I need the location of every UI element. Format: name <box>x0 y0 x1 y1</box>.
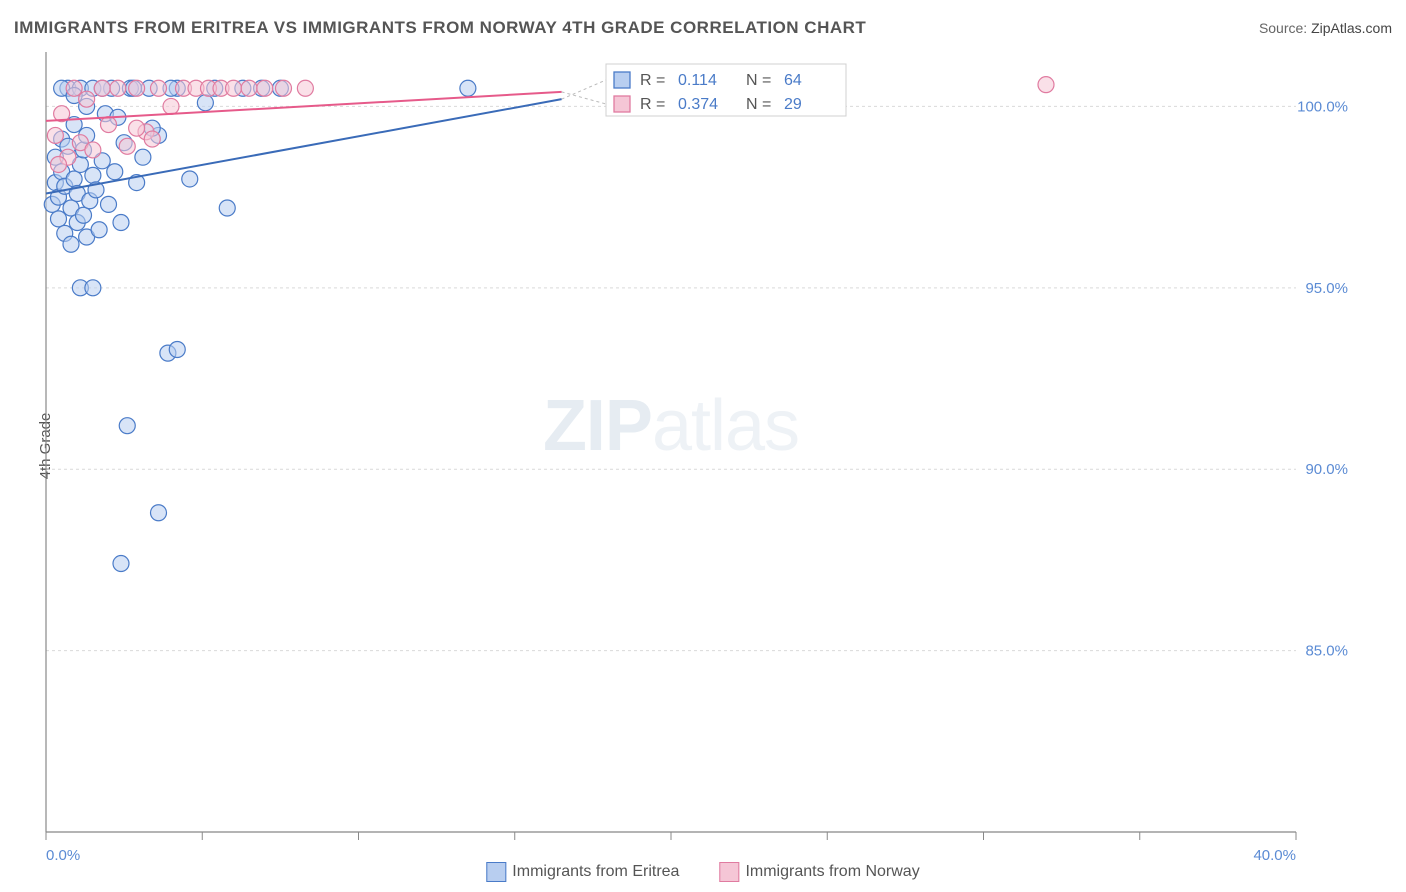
svg-text:85.0%: 85.0% <box>1305 643 1348 660</box>
svg-text:N =: N = <box>746 72 771 89</box>
legend-label-eritrea: Immigrants from Eritrea <box>512 863 679 880</box>
svg-text:29: 29 <box>784 96 802 113</box>
source-value: ZipAtlas.com <box>1311 20 1392 36</box>
svg-text:0.114: 0.114 <box>678 72 717 89</box>
scatter-chart: 85.0%90.0%95.0%100.0%0.0%40.0%R =0.114N … <box>46 52 1296 862</box>
svg-text:R =: R = <box>640 72 665 89</box>
source-label: Source: <box>1259 20 1307 36</box>
chart-area: ZIPatlas 85.0%90.0%95.0%100.0%0.0%40.0%R… <box>46 52 1296 832</box>
svg-text:N =: N = <box>746 96 771 113</box>
legend-label-norway: Immigrants from Norway <box>745 863 919 880</box>
svg-text:100.0%: 100.0% <box>1297 98 1348 115</box>
svg-text:0.374: 0.374 <box>678 96 718 113</box>
svg-text:90.0%: 90.0% <box>1305 461 1348 478</box>
svg-text:R =: R = <box>640 96 665 113</box>
svg-text:0.0%: 0.0% <box>46 847 80 864</box>
legend-item-eritrea: Immigrants from Eritrea <box>486 862 679 882</box>
legend-swatch-norway <box>719 862 739 882</box>
legend-swatch-eritrea <box>486 862 506 882</box>
legend: Immigrants from Eritrea Immigrants from … <box>486 862 919 882</box>
svg-text:64: 64 <box>784 72 802 89</box>
legend-item-norway: Immigrants from Norway <box>719 862 919 882</box>
source-attribution: Source: ZipAtlas.com <box>1259 20 1392 36</box>
svg-text:95.0%: 95.0% <box>1305 280 1348 297</box>
svg-text:40.0%: 40.0% <box>1253 847 1296 864</box>
chart-title: IMMIGRANTS FROM ERITREA VS IMMIGRANTS FR… <box>14 18 866 38</box>
